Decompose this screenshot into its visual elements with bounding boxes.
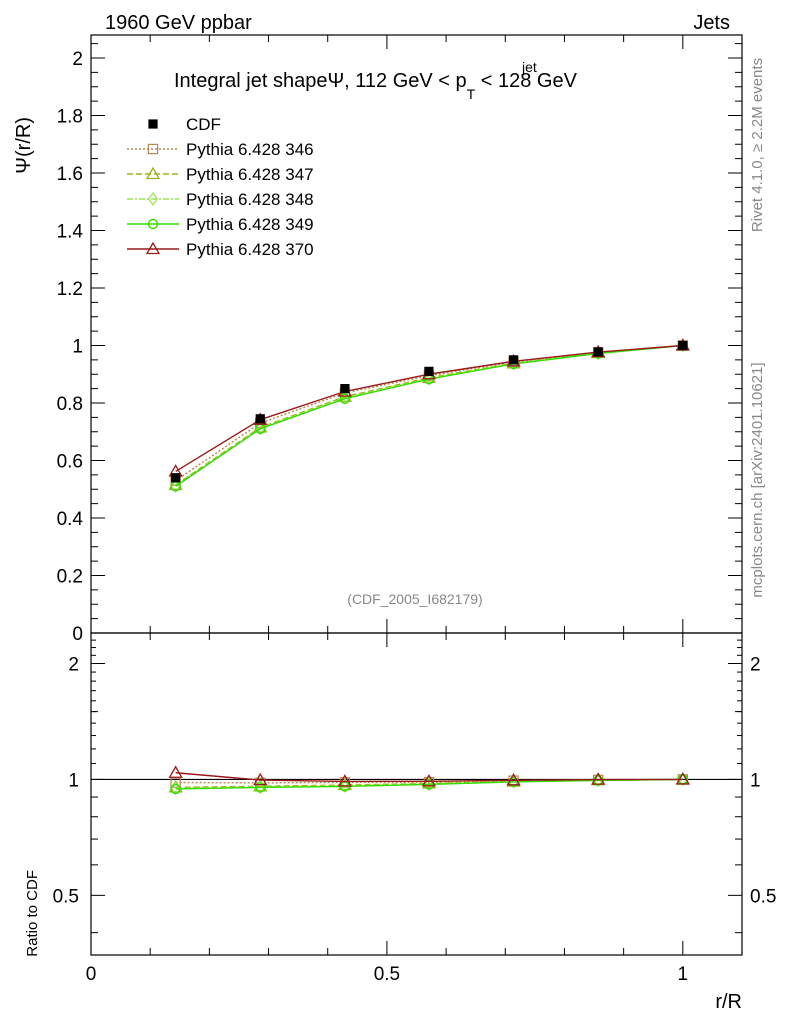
y-tick-label: 0.4 xyxy=(57,509,84,530)
ratio-marker-4 xyxy=(253,772,268,786)
header-right: Jets xyxy=(693,12,730,34)
legend-label-2: Pythia 6.428 348 xyxy=(186,190,314,209)
series-line-2 xyxy=(175,344,683,487)
legend-marker-1 xyxy=(145,166,161,180)
ratio-marker-4 xyxy=(337,774,353,787)
data-point xyxy=(424,366,434,376)
y-axis-label: Ψ(r/R) xyxy=(13,117,35,174)
ratio-marker-3 xyxy=(423,779,435,790)
x-tick-label: 0 xyxy=(86,964,97,985)
ratio-marker-4 xyxy=(506,772,521,786)
series-line-0 xyxy=(175,344,683,482)
legend-label-data: CDF xyxy=(186,115,221,134)
y-tick-label: 1.6 xyxy=(57,164,83,185)
data-point xyxy=(508,355,519,365)
ratio-y-axis-label: Ratio to CDF xyxy=(24,870,41,957)
legend-marker-0 xyxy=(147,143,159,155)
legend-marker-data xyxy=(148,119,158,129)
ratio-marker-2 xyxy=(170,781,181,796)
header-left: 1960 GeV ppbar xyxy=(105,12,252,34)
ratio-marker-2 xyxy=(423,777,434,792)
main-axis-ticks: 0 0.2 0.4 0.6 0.8 1 1.2 1.4 1.6 1.8 2 xyxy=(57,43,742,645)
ratio-plot-series xyxy=(168,765,690,796)
analysis-tag: (CDF_2005_I682179) xyxy=(347,591,482,607)
data-point xyxy=(340,384,350,394)
ratio-marker-4 xyxy=(675,772,690,785)
legend-label-4: Pythia 6.428 370 xyxy=(186,240,314,259)
data-point xyxy=(171,473,181,483)
y-tick-label: 1.2 xyxy=(57,279,83,300)
ratio-tick-label-left: 2 xyxy=(68,654,79,675)
ratio-line-3 xyxy=(175,778,683,790)
ratio-tick-label-right: 1 xyxy=(750,770,761,791)
x-tick-label: 1 xyxy=(678,964,689,985)
ratio-tick-label-right: 2 xyxy=(750,654,761,675)
x-axis-label: r/R xyxy=(715,991,742,1013)
y-tick-label: 0 xyxy=(72,624,83,645)
y-tick-label: 0.6 xyxy=(57,452,83,473)
ratio-tick-label-right: 0.5 xyxy=(750,886,776,907)
series-marker-3 xyxy=(339,393,351,404)
series-line-3 xyxy=(175,344,683,487)
data-point xyxy=(593,347,603,357)
y-tick-label: 1.4 xyxy=(57,222,84,243)
ratio-tick-label-left: 0.5 xyxy=(53,886,79,907)
data-point xyxy=(255,414,265,424)
ratio-marker-4 xyxy=(421,773,437,787)
chart-title: Integral jet shapeΨ, 112 GeV < pT < 128 … xyxy=(174,70,578,102)
ratio-plot-frame xyxy=(90,632,743,956)
legend-label-1: Pythia 6.428 347 xyxy=(186,165,314,184)
ratio-axis-ticks: 0.5 0.5 1 1 2 2 xyxy=(53,639,776,934)
series-marker-2 xyxy=(423,371,434,386)
y-tick-label: 2 xyxy=(72,49,83,70)
series-line-1 xyxy=(175,344,683,486)
x-tick-label: 0.5 xyxy=(374,964,400,985)
legend-label-0: Pythia 6.428 346 xyxy=(186,140,314,159)
ratio-marker-3 xyxy=(170,783,181,795)
y-tick-label: 1.8 xyxy=(57,107,83,128)
legend-label-3: Pythia 6.428 349 xyxy=(186,215,314,234)
legend-marker-3 xyxy=(147,218,159,230)
series-line-4 xyxy=(175,344,683,473)
y-tick-label: 0.2 xyxy=(57,567,83,588)
legend: CDF Pythia 6.428 346 Pythia 6.428 347 Pythi… xyxy=(127,115,314,259)
ratio-line-4 xyxy=(175,772,683,783)
ratio-marker-3 xyxy=(255,782,266,793)
rivet-label: Rivet 4.1.0, ≥ 2.2M events xyxy=(749,58,766,232)
ratio-marker-4 xyxy=(591,772,606,785)
y-tick-label: 1 xyxy=(72,337,83,358)
x-axis-ticks: 0 0.5 1 xyxy=(86,35,743,985)
y-tick-label: 0.8 xyxy=(57,394,83,415)
data-point xyxy=(678,340,688,351)
legend-marker-4 xyxy=(145,241,161,255)
ratio-tick-label-left: 1 xyxy=(68,770,79,791)
legend-marker-2 xyxy=(148,191,158,207)
mcplots-label: mcplots.cern.ch [arXiv:2401.10621] xyxy=(749,362,766,597)
ratio-marker-2 xyxy=(339,778,350,793)
chart-title-superscript: jet xyxy=(521,59,537,75)
main-plot-series xyxy=(168,338,690,493)
series-marker-2 xyxy=(255,421,266,436)
ratio-marker-4 xyxy=(168,765,183,778)
